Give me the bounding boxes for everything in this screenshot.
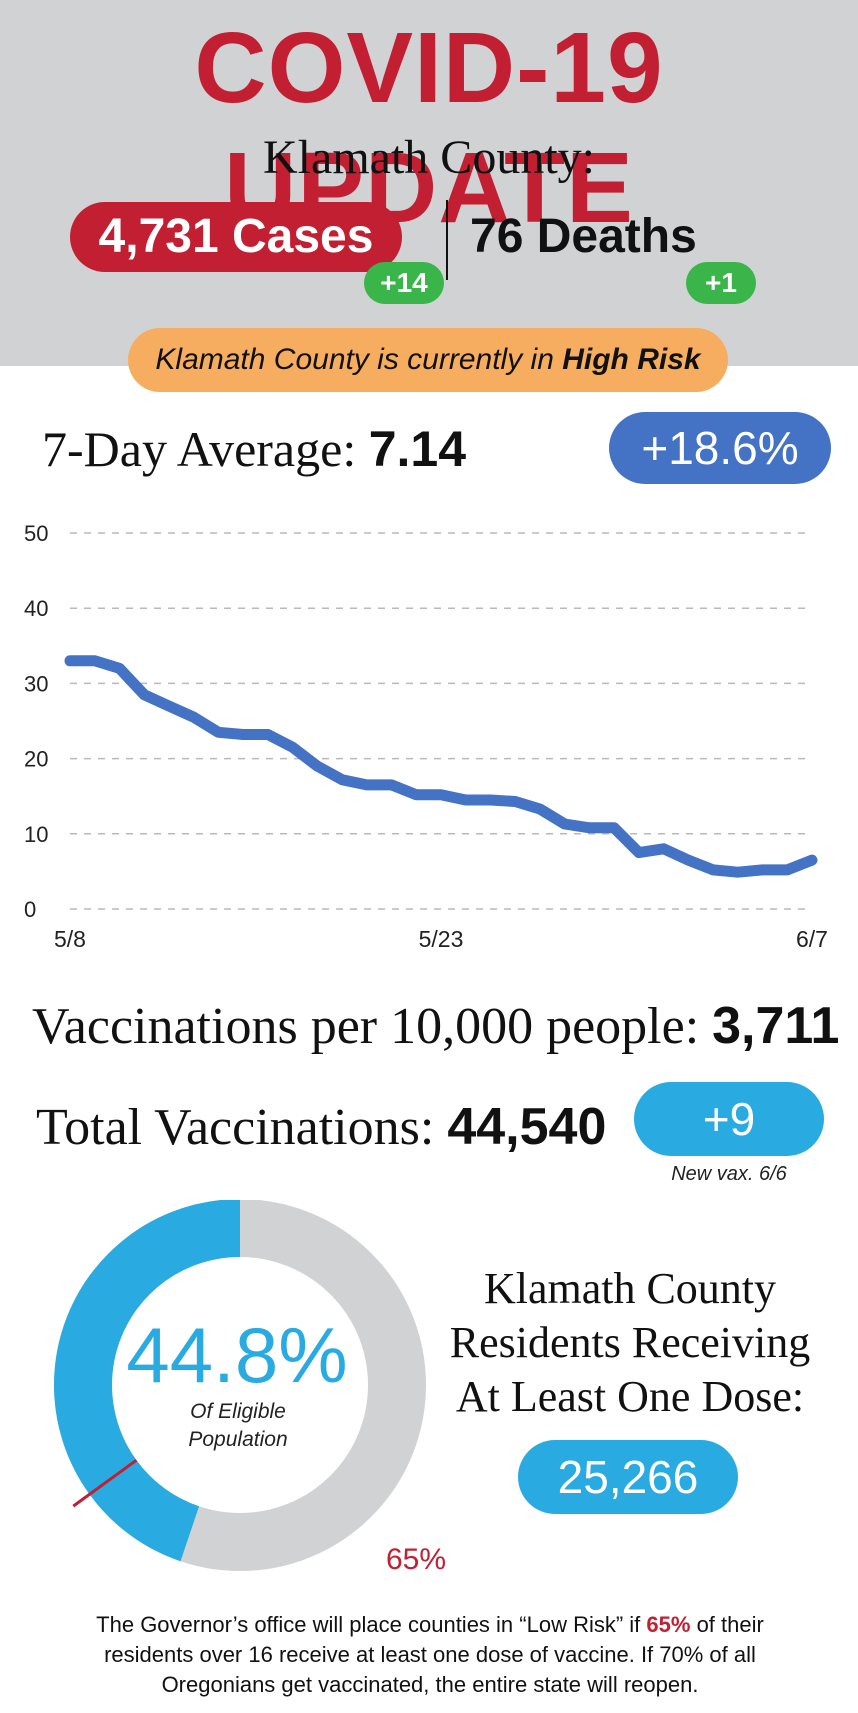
total-vaccinations-label: Total Vaccinations: <box>36 1099 448 1156</box>
residents-line-3: At Least One Dose: <box>455 1372 805 1421</box>
risk-level: High Risk <box>562 343 701 376</box>
header-banner: COVID-19 UPDATE Klamath County: 4,731 Ca… <box>0 0 858 366</box>
x-tick-label: 6/7 <box>796 926 828 952</box>
y-tick-label: 30 <box>24 671 48 696</box>
vaccinations-per-10k-value: 3,711 <box>712 997 840 1055</box>
seven-day-value: 7.14 <box>368 421 467 477</box>
footer-part-2: of their residents over 16 receive at le… <box>104 1612 764 1697</box>
total-vaccinations-value: 44,540 <box>447 1098 607 1156</box>
series-line <box>64 655 818 878</box>
residents-line-1: Klamath County <box>483 1264 777 1313</box>
new-vax-badge: +9 <box>634 1082 824 1156</box>
seven-day-average: 7-Day Average: 7.14 <box>42 420 466 478</box>
footer-highlight: 65% <box>646 1612 691 1637</box>
vaccinations-per-10k: Vaccinations per 10,000 people: 3,711 <box>32 996 839 1056</box>
residents-count-badge: 25,266 <box>518 1440 738 1514</box>
y-tick-label: 50 <box>24 521 48 546</box>
residents-line-2: Residents Receiving <box>449 1318 811 1367</box>
x-tick-label: 5/8 <box>54 926 86 952</box>
deaths-count: 76 Deaths <box>470 210 697 263</box>
y-tick-label: 10 <box>24 822 48 847</box>
footer-note: The Governor’s office will place countie… <box>60 1610 800 1700</box>
cases-delta-badge: +14 <box>364 262 444 304</box>
vaccinations-per-10k-label: Vaccinations per 10,000 people: <box>32 998 713 1055</box>
deaths-delta-badge: +1 <box>686 262 756 304</box>
y-tick-label: 40 <box>24 596 48 621</box>
x-tick-label: 5/23 <box>419 926 464 952</box>
footer-part-1: The Governor’s office will place countie… <box>96 1612 647 1637</box>
donut-filled-arc <box>54 1200 426 1571</box>
y-tick-label: 0 <box>24 897 36 922</box>
threshold-label: 65% <box>386 1543 447 1576</box>
residents-heading: Klamath County Residents Receiving At Le… <box>430 1262 830 1424</box>
seven-day-line-chart: 0 10 20 30 40 50 5/8 5/23 6/7 <box>24 521 828 952</box>
dose-percent: 44.8% <box>126 1311 348 1399</box>
new-vax-note: New vax. 6/6 <box>671 1163 787 1185</box>
threshold-marker <box>72 1458 138 1508</box>
divider <box>446 200 448 280</box>
risk-level-banner: Klamath County is currently in High Risk <box>128 328 728 392</box>
cases-badge: 4,731 Cases <box>70 202 402 272</box>
total-vaccinations: Total Vaccinations: 44,540 <box>36 1097 606 1157</box>
seven-day-label: 7-Day Average: <box>42 421 369 477</box>
y-tick-label: 20 <box>24 747 48 772</box>
dose-donut-chart <box>54 1200 426 1571</box>
county-name: Klamath County: <box>263 131 595 184</box>
seven-day-change-badge: +18.6% <box>609 412 831 484</box>
page-title: COVID-19 UPDATE <box>194 12 664 244</box>
dose-sub-label: Of Eligible Population <box>188 1400 288 1451</box>
risk-prefix: Klamath County is currently in <box>155 343 563 376</box>
